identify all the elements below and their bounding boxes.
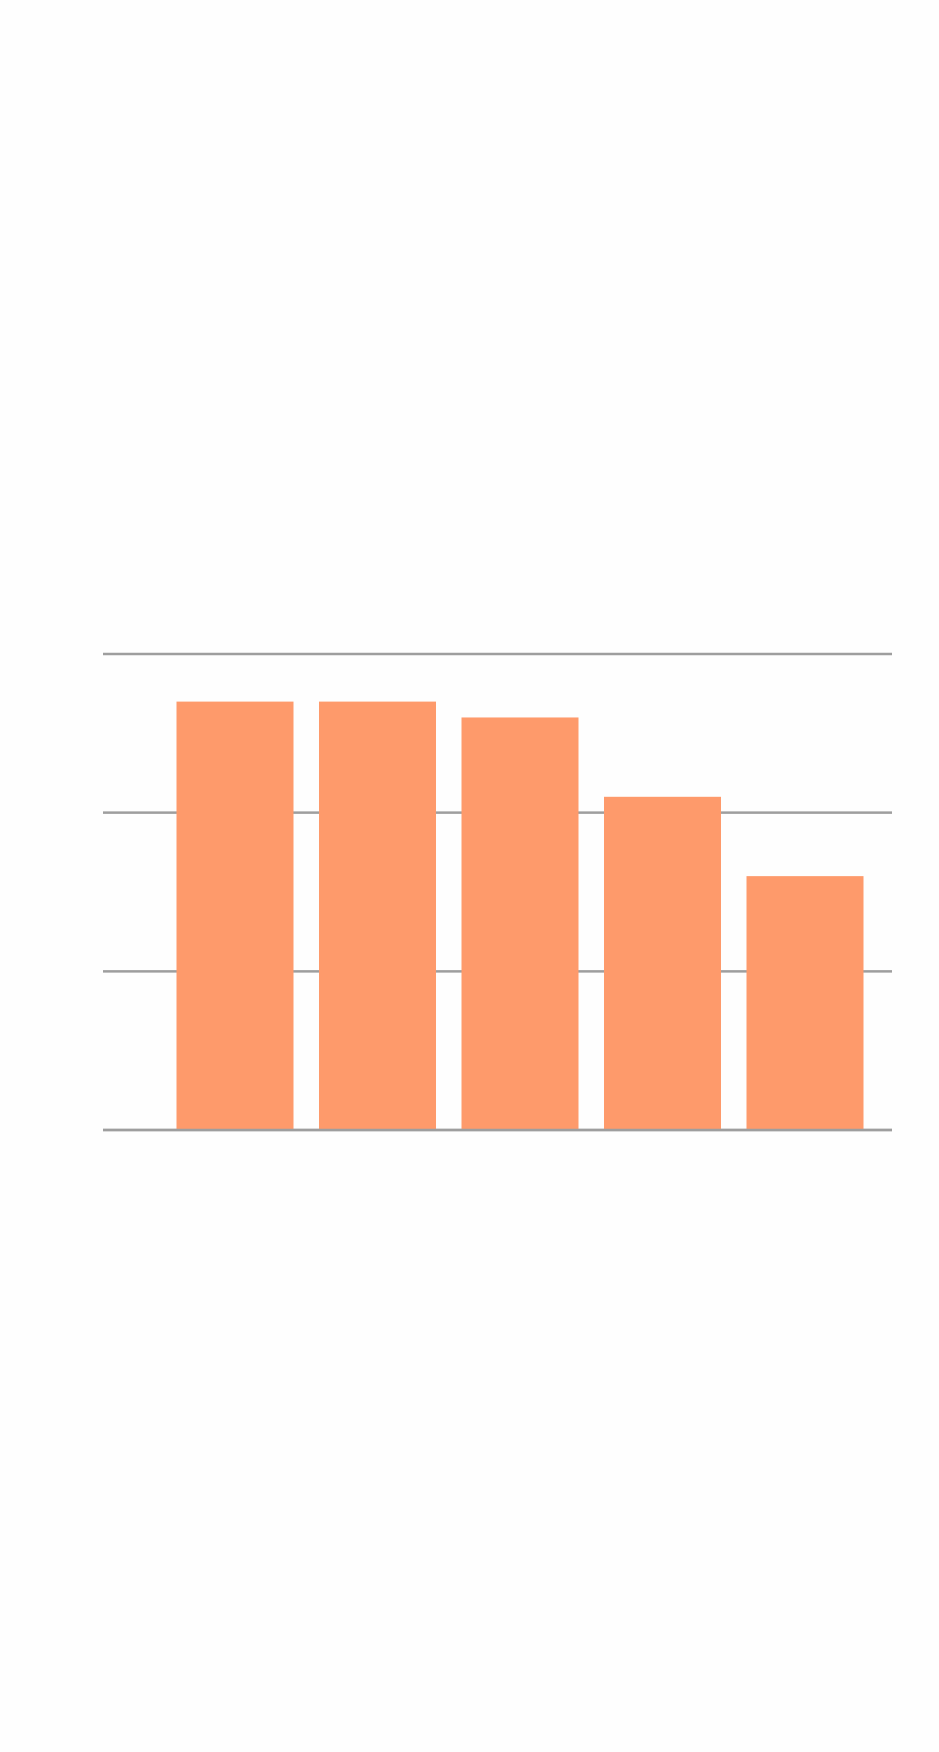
bars	[176, 701, 864, 1130]
bar-4	[604, 796, 721, 1130]
bar-5	[746, 876, 864, 1130]
bar-3	[461, 717, 579, 1130]
bar-2	[319, 701, 436, 1130]
bar-1	[176, 701, 294, 1130]
